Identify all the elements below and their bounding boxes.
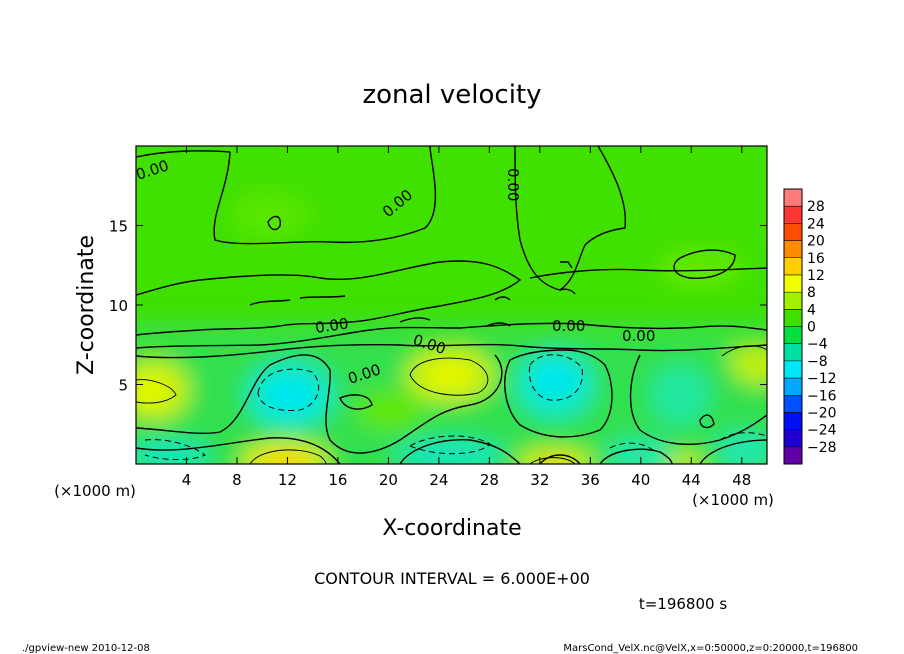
colorbar-swatch [784,412,802,430]
colorbar-swatch [784,378,802,396]
colorbar-label: −20 [807,405,837,421]
colorbar-label: 16 [807,251,825,267]
x-tick-label: 36 [581,471,600,489]
footer-right: MarsCond_VelX.nc@VelX,x=0:50000,z=0:2000… [563,643,858,654]
colorbar-swatch [784,395,802,413]
x-tick-label: 44 [682,471,701,489]
x-tick-label: 20 [379,471,398,489]
colorbar-label: −28 [807,440,837,456]
time-label: t=196800 s [639,595,727,613]
x-tick-label: 32 [530,471,549,489]
y-tick-label: 5 [118,377,128,395]
chart-title: zonal velocity [362,80,541,110]
contour-lines [136,146,767,464]
colorbar-swatch [784,189,802,207]
colorbar-swatch [784,343,802,362]
contour-label: 0.00 [552,317,585,335]
contour-label: 0.00 [622,327,655,345]
colorbar-swatch [784,360,802,379]
colorbar-swatch [784,326,802,344]
colorbar-label: −12 [807,371,837,387]
colorbar-swatch [784,223,802,241]
colorbar-swatch [784,309,802,327]
colorbar-label: −8 [807,354,828,370]
colorbar-label: −16 [807,388,837,404]
y-axis-label: Z-coordinate [74,235,99,375]
footer-left: ./gpview-new 2010-12-08 [22,643,150,654]
colorbar-label: 28 [807,199,825,215]
contour-interval: CONTOUR INTERVAL = 6.000E+00 [314,569,590,588]
field-blobs [136,190,767,464]
x-axis: 4 8 12 16 20 24 28 32 36 40 44 48 [182,146,751,489]
colorbar-label: 24 [807,216,825,232]
colorbar-label: −24 [807,423,837,439]
x-axis-label: X-coordinate [382,516,521,541]
x-unit-label-left: (×1000 m) [54,482,136,500]
colorbar-swatch [784,206,802,224]
y-axis: 5 10 15 [109,218,767,395]
contour-label: 0.00 [314,314,350,336]
colorbar-label: 0 [807,320,816,336]
plot-area: 0.00 0.00 0.00 0.00 0.00 0.00 0.00 0.00 [136,146,767,464]
colorbar-swatch [784,274,802,293]
colorbar-label: 4 [807,302,816,318]
colorbar-swatch [784,257,802,276]
contour-label: 0.00 [504,168,522,201]
x-unit-label-right: (×1000 m) [692,491,774,509]
colorbar-swatch [784,429,802,448]
contour-lines-positive [136,345,767,464]
x-tick-label: 48 [732,471,751,489]
x-tick-label: 16 [328,471,347,489]
colorbar-label: 12 [807,268,825,284]
y-tick-label: 15 [109,218,128,236]
colorbar-label: −4 [807,337,828,353]
colorbar-swatch [784,292,802,310]
contour-lines-negative [144,354,767,460]
x-tick-label: 24 [429,471,448,489]
colorbar-label: 20 [807,234,825,250]
x-tick-label: 40 [631,471,650,489]
x-tick-label: 8 [232,471,242,489]
colorbar-label: 8 [807,285,816,301]
x-tick-label: 28 [480,471,499,489]
x-tick-label: 12 [278,471,297,489]
x-tick-label: 4 [182,471,192,489]
y-tick-label: 10 [109,297,128,315]
colorbar-swatch [784,240,802,259]
colorbar-swatch [784,446,802,465]
